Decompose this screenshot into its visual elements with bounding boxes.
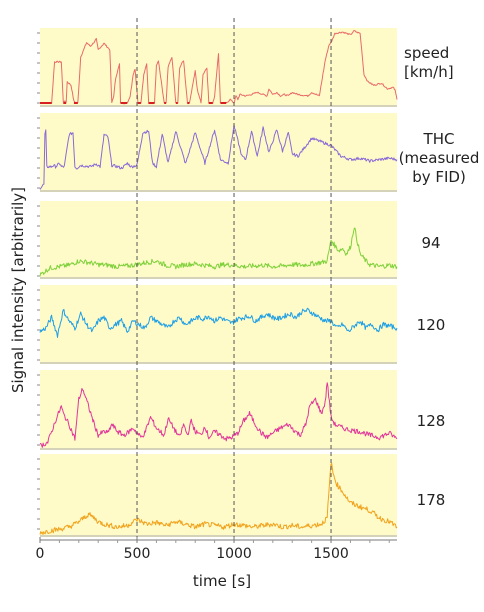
series-line-1 — [39, 124, 398, 190]
panel-label-thc: THC (measured by FID) — [398, 130, 480, 186]
panel-label-178: 178 — [416, 491, 446, 509]
panel-label-speed: speed [km/h] — [404, 44, 454, 81]
panel-label-94: 94 — [421, 234, 441, 252]
panel-background — [40, 28, 397, 107]
x-tick-label: 1000 — [216, 546, 252, 562]
series-line-0 — [39, 30, 398, 105]
panel-label-120: 120 — [416, 316, 446, 334]
x-tick-label: 0 — [36, 546, 45, 562]
series-line-5 — [39, 462, 398, 535]
panel-background — [40, 370, 397, 450]
x-axis-label: time [s] — [192, 572, 252, 590]
y-axis-label: Signal intensity [arbitrarily] — [9, 186, 27, 394]
x-tick-label: 500 — [124, 546, 151, 562]
panel-label-128: 128 — [416, 412, 446, 430]
series-line-2 — [39, 227, 398, 277]
panel-background — [40, 285, 397, 364]
series-line-3 — [39, 307, 398, 338]
x-tick-label: 1500 — [313, 546, 349, 562]
series-line-4 — [39, 382, 398, 448]
panel-background — [40, 201, 397, 279]
